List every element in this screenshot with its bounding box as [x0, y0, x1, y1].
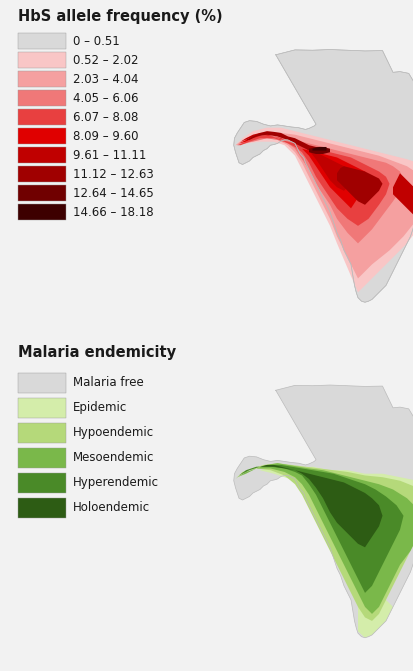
Text: Hyperendemic: Hyperendemic	[73, 476, 159, 489]
Bar	[18, 147, 66, 163]
Text: Hypoendemic: Hypoendemic	[73, 426, 154, 439]
Polygon shape	[238, 135, 368, 208]
Polygon shape	[233, 50, 413, 302]
Polygon shape	[235, 132, 413, 278]
Bar	[18, 398, 66, 417]
Polygon shape	[233, 385, 413, 637]
Polygon shape	[392, 173, 413, 215]
Polygon shape	[312, 147, 326, 150]
Bar	[18, 33, 66, 49]
Bar	[18, 185, 66, 201]
Bar	[18, 90, 66, 106]
Bar	[18, 52, 66, 68]
Text: Malaria endemicity: Malaria endemicity	[18, 344, 176, 360]
Text: Epidemic: Epidemic	[73, 401, 127, 414]
Text: 4.05 – 6.06: 4.05 – 6.06	[73, 92, 138, 105]
Polygon shape	[237, 135, 403, 244]
Text: HbS allele frequency (%): HbS allele frequency (%)	[18, 9, 222, 24]
Polygon shape	[235, 467, 413, 637]
Text: Mesoendemic: Mesoendemic	[73, 451, 154, 464]
Text: 2.03 – 4.04: 2.03 – 4.04	[73, 72, 138, 86]
Bar	[18, 372, 66, 393]
Bar	[18, 498, 66, 518]
Polygon shape	[336, 166, 382, 205]
Polygon shape	[235, 127, 413, 293]
Polygon shape	[308, 147, 329, 154]
Polygon shape	[245, 132, 322, 152]
Text: 6.07 – 8.08: 6.07 – 8.08	[73, 111, 138, 123]
Polygon shape	[245, 465, 382, 548]
Text: 11.12 – 12.63: 11.12 – 12.63	[73, 168, 153, 180]
Text: Holoendemic: Holoendemic	[73, 501, 150, 514]
Text: 0 – 0.51: 0 – 0.51	[73, 35, 119, 48]
Text: 14.66 – 18.18: 14.66 – 18.18	[73, 206, 153, 219]
Bar	[18, 128, 66, 144]
Text: 8.09 – 9.60: 8.09 – 9.60	[73, 130, 138, 143]
Polygon shape	[235, 463, 413, 621]
Text: 9.61 – 11.11: 9.61 – 11.11	[73, 149, 146, 162]
Polygon shape	[238, 465, 403, 593]
Polygon shape	[237, 463, 413, 614]
Text: Malaria free: Malaria free	[73, 376, 143, 389]
Bar	[18, 423, 66, 443]
Polygon shape	[237, 135, 389, 226]
Bar	[18, 71, 66, 87]
Text: 0.52 – 2.02: 0.52 – 2.02	[73, 54, 138, 66]
Bar	[18, 204, 66, 220]
Bar	[18, 109, 66, 125]
Bar	[18, 448, 66, 468]
Bar	[18, 472, 66, 493]
Bar	[18, 166, 66, 183]
Polygon shape	[240, 133, 354, 191]
Text: 12.64 – 14.65: 12.64 – 14.65	[73, 187, 153, 200]
